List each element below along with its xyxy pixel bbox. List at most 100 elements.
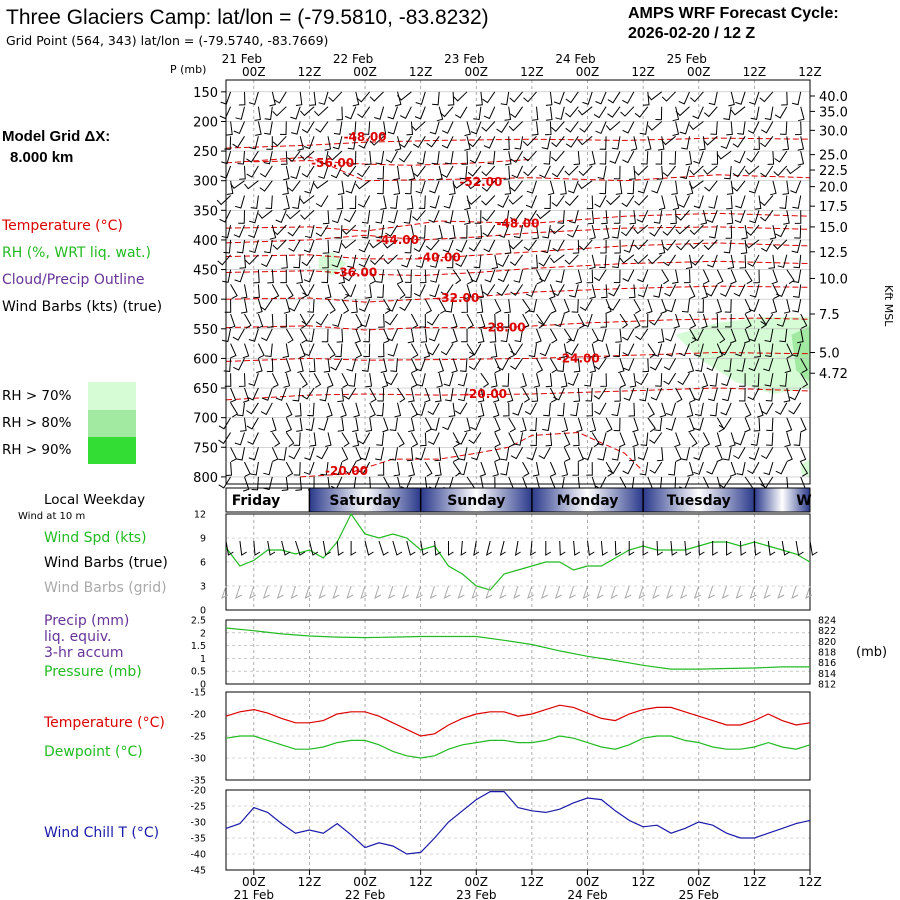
wind-barb [234, 432, 245, 446]
time-tick-label-top: 12Z [631, 65, 655, 79]
weekday-label: W [796, 493, 811, 509]
wind-barb [509, 254, 524, 266]
wind-barb-grid [624, 585, 632, 599]
wind-barb [560, 180, 567, 195]
wind-barb [285, 461, 294, 477]
pressure-tick-label: 350 [193, 204, 218, 219]
wind-barb [299, 195, 315, 205]
wind-barb [305, 328, 315, 343]
wind-barb [552, 284, 565, 297]
wind-barb [549, 387, 557, 403]
wind-barb [469, 343, 482, 356]
wind-barb [460, 225, 468, 239]
wind-barb [354, 328, 361, 344]
wind-barb [256, 358, 263, 374]
wind-barb [513, 224, 524, 239]
wind-barb [420, 328, 428, 343]
wind-barb [424, 387, 431, 403]
wind-barb [508, 239, 523, 250]
wind-barb [358, 299, 371, 312]
wind-barb [747, 387, 760, 401]
wind-barb [502, 402, 510, 417]
dewpoint-legend: Dewpoint (°C) [44, 744, 143, 760]
wind-barb [484, 269, 496, 283]
time-tick-label-bottom: 12Z [743, 875, 767, 889]
wind-barb [408, 165, 416, 181]
chart-title: Three Glaciers Camp: lat/lon = (-79.5810… [6, 6, 489, 29]
wind-barb [622, 121, 635, 134]
wind-barb [649, 313, 663, 326]
pressure-legend: Pressure (mb) [44, 664, 142, 680]
wind-barb [247, 432, 259, 445]
wind-barb [508, 343, 515, 359]
wind-barb [649, 224, 663, 237]
wind-barb-true [460, 540, 467, 556]
wind-barb [271, 432, 281, 448]
wind-barb [733, 284, 746, 297]
wind-barb [734, 210, 746, 224]
wind-barb [327, 298, 336, 314]
wind-barb [761, 239, 774, 252]
wind-barb [794, 225, 802, 239]
panel-frame [225, 691, 811, 781]
wind-barb [230, 343, 237, 359]
wind-barb [303, 136, 315, 150]
wind-barb [732, 136, 746, 148]
wind-barb [387, 106, 398, 120]
wind-barb [267, 269, 274, 284]
wind-barb [221, 150, 232, 165]
wind-barb [389, 417, 398, 432]
wind-barb-grid [554, 585, 562, 599]
windchill-line [225, 791, 811, 855]
weekday-segment [309, 488, 421, 512]
wind-barb-true [712, 540, 718, 556]
height-tick-label: 15.0 [819, 221, 848, 236]
wind-barb [315, 195, 329, 208]
wind-barb [413, 136, 426, 148]
wind-barb [792, 269, 802, 283]
wind-barb [340, 402, 347, 418]
wind-barb [597, 165, 607, 180]
wind-barb [318, 91, 329, 105]
wind-barb [319, 151, 329, 165]
wind-barb [578, 165, 593, 177]
wind-barb [464, 284, 472, 300]
wind-barb [606, 195, 621, 206]
wind-barb [445, 387, 454, 402]
wind-barb [508, 121, 523, 132]
wind-barb [619, 372, 627, 388]
wind-barb [665, 402, 677, 416]
wind-barb [615, 328, 622, 343]
wind-barb [652, 343, 663, 357]
wind-barb [584, 373, 593, 387]
wind-barb [744, 402, 752, 418]
wind-barb [408, 417, 415, 433]
wind-barb [724, 165, 732, 180]
wind-barb [427, 402, 440, 415]
wind-barb [352, 417, 359, 432]
date-label-top: 25 Feb [667, 52, 707, 66]
wind-barb [627, 180, 635, 195]
wind-barb [439, 106, 454, 118]
wind-barb [285, 328, 294, 344]
wind-barb-true [600, 540, 608, 556]
time-tick-label-top: 00Z [687, 65, 711, 79]
pressure-tick-label: 816 [818, 658, 836, 669]
windchill-panel: -45 -40 -35 -30 -25 -20 [190, 786, 811, 877]
wind-barb [508, 195, 523, 205]
wind-barb [429, 284, 440, 298]
wind-barb [301, 165, 315, 178]
wind-barb [711, 313, 719, 328]
wind-barb [406, 121, 414, 136]
wind-barb [237, 151, 245, 165]
wind-barb [407, 225, 415, 240]
wind-barb-true [614, 540, 622, 556]
wind-barb [281, 254, 288, 269]
wind-barb [481, 165, 496, 177]
wind-barb [573, 387, 581, 402]
wind-barb [474, 210, 482, 224]
wind-barb [299, 284, 308, 300]
wind-barb [478, 313, 486, 329]
wind-barb [269, 224, 277, 240]
wind-barb [244, 180, 259, 190]
